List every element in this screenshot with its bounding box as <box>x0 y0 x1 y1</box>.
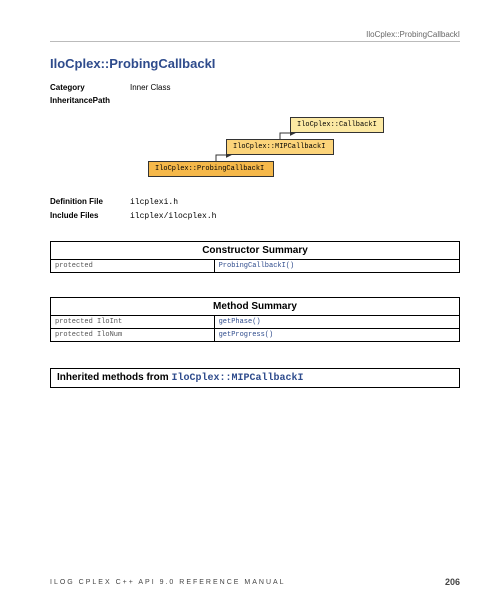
constructor-heading: Constructor Summary <box>51 242 460 260</box>
table-row: protected IloNum getProgress() <box>51 329 460 342</box>
footer-title: ILOG CPLEX C++ API 9.0 REFERENCE MANUAL <box>50 579 286 586</box>
class-box[interactable]: IloCplex::MIPCallbackI <box>226 139 334 155</box>
signature-cell: getProgress() <box>214 329 459 342</box>
constructor-table: Constructor Summary protected ProbingCall… <box>50 241 460 273</box>
running-head: IloCplex::ProbingCallbackI <box>50 30 460 42</box>
inherited-prefix: Inherited methods from <box>57 372 171 383</box>
table-row: protected ProbingCallbackI() <box>51 260 460 273</box>
method-heading: Method Summary <box>51 298 460 316</box>
definition-row: Definition File ilcplexi.h <box>50 197 460 207</box>
inherited-from[interactable]: IloCplex::MIPCallbackI <box>171 373 303 384</box>
category-row: Category Inner Class <box>50 83 460 92</box>
method-table: Method Summary protected IloInt getPhase(… <box>50 297 460 342</box>
inherited-block: Inherited methods from IloCplex::MIPCall… <box>50 368 460 388</box>
definition-label: Definition File <box>50 197 130 206</box>
include-row: Include Files ilcplex/ilocplex.h <box>50 211 460 221</box>
category-value: Inner Class <box>130 83 170 92</box>
signature-link[interactable]: getProgress() <box>219 331 274 339</box>
modifier-cell: protected IloNum <box>51 329 215 342</box>
inheritance-label: InheritancePath <box>50 96 130 105</box>
inheritance-row: InheritancePath <box>50 96 460 105</box>
page-title: IloCplex::ProbingCallbackI <box>50 56 460 71</box>
signature-cell: getPhase() <box>214 316 459 329</box>
include-label: Include Files <box>50 211 130 220</box>
category-label: Category <box>50 83 130 92</box>
table-row: protected IloInt getPhase() <box>51 316 460 329</box>
include-value: ilcplex/ilocplex.h <box>130 212 216 221</box>
page: IloCplex::ProbingCallbackI IloCplex::Pro… <box>0 0 500 605</box>
signature-link[interactable]: getPhase() <box>219 318 261 326</box>
definition-value: ilcplexi.h <box>130 198 178 207</box>
signature-link[interactable]: ProbingCallbackI() <box>219 262 295 270</box>
inheritance-diagram: IloCplex::CallbackIIloCplex::MIPCallback… <box>50 113 460 185</box>
class-box[interactable]: IloCplex::CallbackI <box>290 117 384 133</box>
page-footer: ILOG CPLEX C++ API 9.0 REFERENCE MANUAL … <box>50 577 460 587</box>
footer-page: 206 <box>445 577 460 587</box>
modifier-cell: protected IloInt <box>51 316 215 329</box>
modifier-cell: protected <box>51 260 215 273</box>
signature-cell: ProbingCallbackI() <box>214 260 459 273</box>
class-box[interactable]: IloCplex::ProbingCallbackI <box>148 161 274 177</box>
